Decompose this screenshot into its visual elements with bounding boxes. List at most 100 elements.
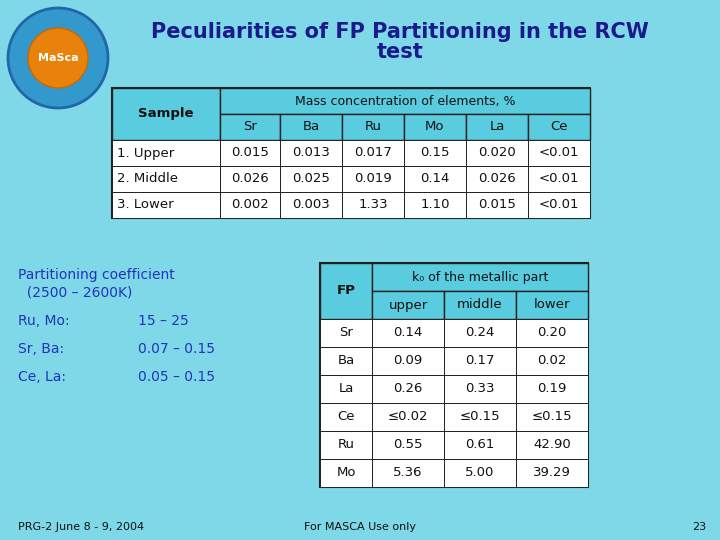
Text: Sr: Sr	[243, 120, 257, 133]
Bar	[342, 192, 404, 218]
Bar	[466, 192, 528, 218]
Text: For MASCA Use only: For MASCA Use only	[304, 522, 416, 532]
Text: La: La	[338, 382, 354, 395]
Bar	[112, 166, 220, 192]
Text: Ce, La:: Ce, La:	[18, 370, 66, 384]
Text: 0.14: 0.14	[393, 327, 423, 340]
Bar	[342, 166, 404, 192]
Bar	[444, 291, 516, 319]
Text: 42.90: 42.90	[533, 438, 571, 451]
Text: 0.025: 0.025	[292, 172, 330, 186]
Bar	[220, 166, 280, 192]
Bar	[372, 291, 444, 319]
Bar	[404, 140, 466, 166]
Bar	[372, 459, 444, 487]
Bar	[342, 114, 404, 140]
Text: La: La	[490, 120, 505, 133]
Text: Sr: Sr	[339, 327, 353, 340]
Text: <0.01: <0.01	[539, 199, 580, 212]
Text: Partitioning coefficient: Partitioning coefficient	[18, 268, 175, 282]
Bar	[444, 459, 516, 487]
Bar	[444, 431, 516, 459]
Text: 0.05 – 0.15: 0.05 – 0.15	[138, 370, 215, 384]
Text: 5.36: 5.36	[393, 467, 423, 480]
Text: 1. Upper: 1. Upper	[117, 146, 174, 159]
Bar	[516, 375, 588, 403]
Bar	[516, 319, 588, 347]
Text: 1.10: 1.10	[420, 199, 450, 212]
Text: 0.17: 0.17	[465, 354, 495, 368]
Bar	[404, 166, 466, 192]
Bar	[444, 375, 516, 403]
Bar	[220, 114, 280, 140]
Text: 0.26: 0.26	[393, 382, 423, 395]
Text: Sample: Sample	[138, 107, 194, 120]
Text: 0.20: 0.20	[537, 327, 567, 340]
Text: MaSca: MaSca	[37, 53, 78, 63]
Text: Ce: Ce	[337, 410, 355, 423]
Text: Ru: Ru	[338, 438, 354, 451]
Text: 2. Middle: 2. Middle	[117, 172, 178, 186]
Text: 0.02: 0.02	[537, 354, 567, 368]
Bar	[466, 114, 528, 140]
Circle shape	[8, 8, 108, 108]
Bar	[112, 140, 220, 166]
Bar	[112, 192, 220, 218]
Text: (2500 – 2600K): (2500 – 2600K)	[18, 285, 132, 299]
Text: 1.33: 1.33	[358, 199, 388, 212]
Text: 0.09: 0.09	[393, 354, 423, 368]
Text: test: test	[377, 42, 423, 62]
Bar	[528, 140, 590, 166]
Bar	[320, 431, 372, 459]
Text: upper: upper	[388, 299, 428, 312]
Text: PRG-2 June 8 - 9, 2004: PRG-2 June 8 - 9, 2004	[18, 522, 144, 532]
Text: 0.015: 0.015	[231, 146, 269, 159]
Text: 0.015: 0.015	[478, 199, 516, 212]
Bar	[466, 166, 528, 192]
Bar	[516, 347, 588, 375]
Bar	[444, 319, 516, 347]
Text: 0.017: 0.017	[354, 146, 392, 159]
Text: Ce: Ce	[550, 120, 568, 133]
Text: Ba: Ba	[338, 354, 355, 368]
Text: ≤0.15: ≤0.15	[459, 410, 500, 423]
Bar	[404, 192, 466, 218]
Bar	[528, 166, 590, 192]
Bar	[516, 431, 588, 459]
Text: Mo: Mo	[336, 467, 356, 480]
Bar	[320, 403, 372, 431]
Bar	[320, 375, 372, 403]
Text: 0.019: 0.019	[354, 172, 392, 186]
Bar	[372, 375, 444, 403]
Text: 0.15: 0.15	[420, 146, 450, 159]
Text: Mo: Mo	[426, 120, 445, 133]
Bar	[528, 192, 590, 218]
Text: 15 – 25: 15 – 25	[138, 314, 189, 328]
Text: ≤0.02: ≤0.02	[388, 410, 428, 423]
Text: 23: 23	[692, 522, 706, 532]
Text: <0.01: <0.01	[539, 146, 580, 159]
Bar	[280, 192, 342, 218]
Bar	[516, 291, 588, 319]
Text: 0.55: 0.55	[393, 438, 423, 451]
Text: Ru, Mo:: Ru, Mo:	[18, 314, 70, 328]
Bar	[342, 140, 404, 166]
Bar	[280, 140, 342, 166]
Bar	[320, 263, 372, 319]
Text: k₀ of the metallic part: k₀ of the metallic part	[412, 271, 548, 284]
Bar	[320, 459, 372, 487]
Bar	[320, 263, 588, 487]
Bar	[404, 114, 466, 140]
Bar	[444, 403, 516, 431]
Text: 0.24: 0.24	[465, 327, 495, 340]
Bar	[444, 347, 516, 375]
Text: Mass concentration of elements, %: Mass concentration of elements, %	[294, 94, 516, 107]
Text: ≤0.15: ≤0.15	[531, 410, 572, 423]
Text: 0.003: 0.003	[292, 199, 330, 212]
Bar	[528, 114, 590, 140]
Bar	[320, 319, 372, 347]
Bar	[280, 166, 342, 192]
Bar	[372, 263, 588, 291]
Bar	[112, 88, 590, 218]
Bar	[466, 140, 528, 166]
